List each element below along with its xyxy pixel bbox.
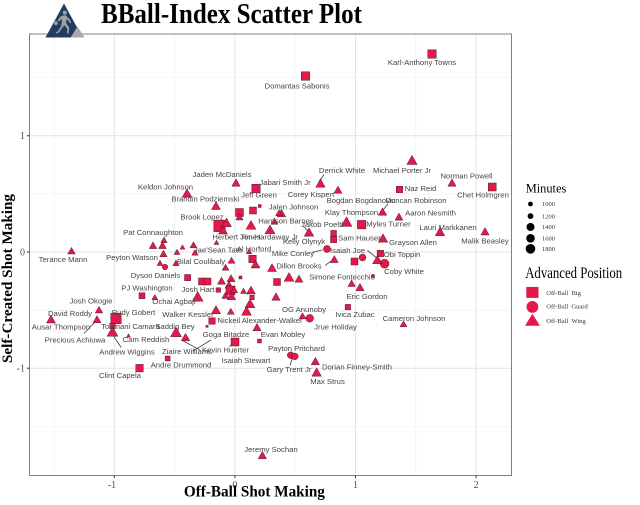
svg-text:Cam Reddish: Cam Reddish [123,335,170,344]
svg-text:Aaron Nesmith: Aaron Nesmith [405,209,456,218]
svg-text:Lauri Markkanen: Lauri Markkanen [419,223,476,232]
svg-text:Evan Mobley: Evan Mobley [261,330,306,339]
svg-text:1000: 1000 [542,201,555,208]
svg-text:Dillon Brooks: Dillon Brooks [276,262,321,271]
svg-text:Andrew Wiggins: Andrew Wiggins [99,348,155,357]
svg-text:Jeff Green: Jeff Green [241,191,277,200]
svg-text:Eric Gordon: Eric Gordon [346,292,387,301]
svg-text:Josh Okogie: Josh Okogie [70,297,113,306]
svg-text:Dyson Daniels: Dyson Daniels [131,271,181,280]
svg-text:Klay Thompson: Klay Thompson [325,208,378,217]
svg-text:Isaiah Stewart: Isaiah Stewart [222,356,272,365]
svg-text:Harrison Barnes: Harrison Barnes [258,217,314,226]
svg-text:Karl-Anthony Towns: Karl-Anthony Towns [388,58,456,67]
svg-text:Cameron Johnson: Cameron Johnson [383,314,446,323]
svg-text:Off-Ball Shot Making: Off-Ball Shot Making [184,484,325,501]
svg-text:Rudy Gobert: Rudy Gobert [112,308,156,317]
svg-text:0: 0 [232,480,237,491]
svg-text:PJ Washington: PJ Washington [121,284,172,293]
svg-text:Myles Turner: Myles Turner [366,220,411,229]
svg-text:Off-Ball Guard: Off-Ball Guard [546,304,588,311]
svg-text:Walker Kessler: Walker Kessler [162,310,214,319]
svg-text:Corey Kispert: Corey Kispert [288,190,335,199]
svg-text:Peyton Watson: Peyton Watson [106,253,158,262]
svg-text:Pat Connaughton: Pat Connaughton [123,228,183,237]
svg-text:Ausar Thompson: Ausar Thompson [32,322,90,331]
svg-text:Keldon Johnson: Keldon Johnson [138,182,193,191]
svg-text:Max Strus: Max Strus [310,377,345,386]
svg-text:Saddiq Bey: Saddiq Bey [155,322,194,331]
svg-text:Coby White: Coby White [384,267,424,276]
svg-text:Herbert Jones: Herbert Jones [212,233,260,242]
svg-text:Andre Drummond: Andre Drummond [151,361,212,370]
svg-text:-1: -1 [108,480,116,491]
svg-text:Jae'Sean Tate: Jae'Sean Tate [194,245,242,254]
svg-text:Malik Beasley: Malik Beasley [461,237,509,246]
svg-text:Brandin Podziemski: Brandin Podziemski [171,195,239,204]
svg-text:Norman Powell: Norman Powell [440,172,492,181]
svg-text:Advanced Position: Advanced Position [525,265,622,282]
svg-text:Simone Fontecchio: Simone Fontecchio [309,273,375,282]
svg-text:Jaden McDaniels: Jaden McDaniels [193,170,252,179]
svg-text:Goga Bitadze: Goga Bitadze [203,330,250,339]
svg-text:-1: -1 [17,364,25,375]
svg-text:Off-Ball Wing: Off-Ball Wing [546,318,586,325]
svg-text:Nickeil Alexander-Walker: Nickeil Alexander-Walker [217,316,303,325]
svg-text:Sam Hauser: Sam Hauser [338,233,381,242]
svg-text:Derrick White: Derrick White [319,166,365,175]
svg-text:Ochai Agbaji: Ochai Agbaji [152,297,195,306]
svg-text:Domantas Sabonis: Domantas Sabonis [265,82,330,91]
svg-text:Minutes: Minutes [526,182,567,196]
svg-text:Kevin Huerter: Kevin Huerter [202,346,249,355]
svg-text:Michael Porter Jr: Michael Porter Jr [373,166,432,175]
svg-text:1400: 1400 [542,224,555,231]
svg-text:1: 1 [353,480,358,491]
svg-text:Naz Reid: Naz Reid [405,184,437,193]
svg-text:0: 0 [20,247,25,258]
svg-text:Isaiah Joe: Isaiah Joe [330,246,365,255]
svg-text:1200: 1200 [542,213,555,220]
svg-text:Gary Trent Jr: Gary Trent Jr [267,365,312,374]
svg-text:Clint Capela: Clint Capela [99,371,142,380]
svg-text:Ziaire Williams: Ziaire Williams [162,347,212,356]
svg-text:Josh Hart: Josh Hart [182,285,216,294]
svg-text:1800: 1800 [542,246,555,253]
svg-text:Tim Hardaway Jr: Tim Hardaway Jr [240,233,298,242]
svg-text:Jabari Smith Jr: Jabari Smith Jr [259,178,311,187]
svg-text:Jakob Poeltl: Jakob Poeltl [301,220,343,229]
svg-text:Obi Toppin: Obi Toppin [384,250,421,259]
svg-text:Precious Achiuwa: Precious Achiuwa [45,335,106,344]
svg-text:Terance Mann: Terance Mann [39,255,88,264]
svg-text:BBall-Index Scatter Plot: BBall-Index Scatter Plot [101,0,363,30]
svg-text:Kelly Olynyk: Kelly Olynyk [283,237,325,246]
svg-text:Chet Holmgren: Chet Holmgren [457,191,509,200]
svg-text:Off-Ball Big: Off-Ball Big [546,290,581,297]
svg-text:Self-Created Shot Making: Self-Created Shot Making [0,194,16,363]
svg-text:1: 1 [20,131,25,142]
svg-text:OG Anunoby: OG Anunoby [282,305,326,314]
svg-text:1600: 1600 [542,236,555,243]
svg-text:Duncan Robinson: Duncan Robinson [385,196,446,205]
svg-text:Dorian Finney-Smith: Dorian Finney-Smith [322,363,392,372]
svg-text:Al Horford: Al Horford [237,245,272,254]
svg-text:Mike Conley: Mike Conley [272,249,314,258]
svg-text:Jrue Holiday: Jrue Holiday [314,323,357,332]
svg-text:Grayson Allen: Grayson Allen [389,238,437,247]
svg-text:Toumani Camara: Toumani Camara [101,322,160,331]
svg-text:Bilal Coulibaly: Bilal Coulibaly [177,257,225,266]
svg-text:Payton Pritchard: Payton Pritchard [268,344,325,353]
svg-text:Jeremy Sochan: Jeremy Sochan [244,445,297,454]
svg-text:Bogdan Bogdanovic: Bogdan Bogdanovic [327,196,396,205]
svg-text:Ivica Zubac: Ivica Zubac [335,310,374,319]
svg-text:David Roddy: David Roddy [48,309,92,318]
svg-text:Jalen Johnson: Jalen Johnson [269,203,319,212]
svg-text:2: 2 [474,480,479,491]
svg-text:Brook Lopez: Brook Lopez [180,213,223,222]
